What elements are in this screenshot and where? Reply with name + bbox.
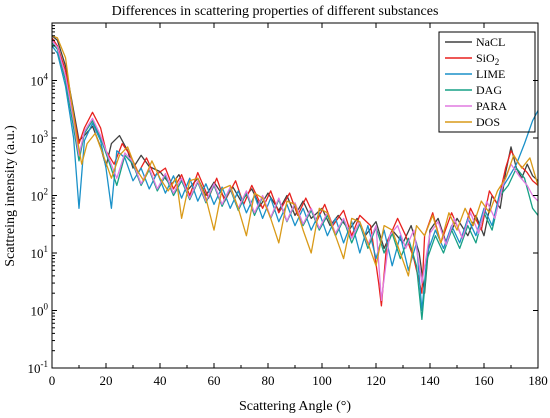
legend-label-dag: DAG xyxy=(476,83,502,97)
x-tick-label: 80 xyxy=(262,373,275,388)
x-tick-label: 40 xyxy=(154,373,167,388)
x-tick-label: 120 xyxy=(366,373,386,388)
chart-title: Differences in scattering properties of … xyxy=(112,4,439,19)
legend-label-nacl: NaCL xyxy=(476,35,505,49)
series-line-lime xyxy=(51,45,539,312)
legend-label-lime: LIME xyxy=(476,67,505,81)
series-line-dos xyxy=(51,35,539,277)
series-line-dag xyxy=(51,42,539,321)
y-tick-label: 102 xyxy=(31,187,49,204)
y-tick-label: 104 xyxy=(31,72,49,89)
y-tick-label: 100 xyxy=(31,302,49,319)
series-layer xyxy=(51,35,539,321)
x-tick-label: 20 xyxy=(100,373,113,388)
series-line-sio2 xyxy=(51,37,539,307)
series-line-para xyxy=(51,39,539,302)
x-tick-label: 140 xyxy=(420,373,440,388)
y-tick-label: 103 xyxy=(31,129,49,146)
x-tick-label: 160 xyxy=(474,373,494,388)
y-axis: 10-1 100 101 102 103 104 xyxy=(28,25,538,376)
x-axis: 0 20 40 60 80 100 120 140 160 180 xyxy=(49,23,548,388)
legend-box xyxy=(438,31,536,133)
legend-label-dos: DOS xyxy=(476,115,500,129)
x-tick-label: 60 xyxy=(208,373,221,388)
x-axis-label: Scattering Angle (°) xyxy=(239,399,351,414)
x-tick-label: 100 xyxy=(312,373,332,388)
y-tick-label: 10-1 xyxy=(28,359,49,376)
x-tick-label: 180 xyxy=(528,373,548,388)
y-axis-label: Scattreing intensity (a.u.) xyxy=(3,125,18,267)
series-line-nacl xyxy=(51,35,539,294)
legend-label-sio2: SiO2 xyxy=(476,51,499,67)
y-tick-label: 101 xyxy=(31,244,49,261)
x-tick-label: 0 xyxy=(49,373,56,388)
legend-label-para: PARA xyxy=(476,99,507,113)
